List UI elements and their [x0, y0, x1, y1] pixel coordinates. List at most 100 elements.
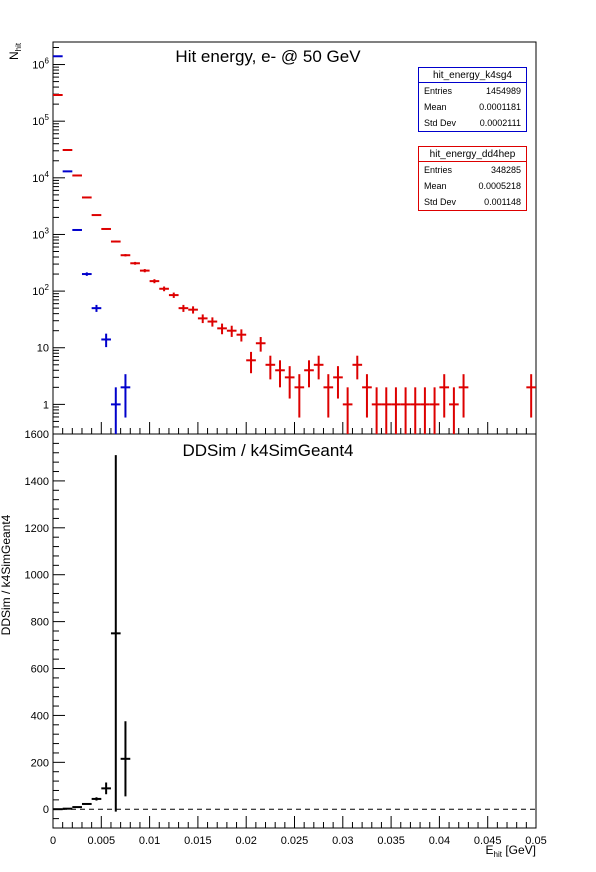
top-y-axis-label: Nhit — [7, 42, 23, 60]
top-y-tick-label: 102 — [32, 283, 49, 298]
data-point-hit_energy_dd4hep — [352, 355, 363, 380]
data-point-hit_energy_dd4hep — [149, 279, 160, 284]
data-point-hit_energy_dd4hep — [391, 387, 401, 434]
tick-base: 10 — [32, 116, 44, 128]
top-y-label-main: N — [7, 51, 21, 60]
data-point-hit_energy_dd4hep — [197, 314, 208, 324]
data-point-hit_energy_dd4hep — [130, 261, 140, 265]
bottom-y-tick-label: 600 — [31, 664, 49, 676]
x-tick-label: 0.02 — [235, 835, 256, 847]
data-point-hit_energy_k4sg4 — [81, 272, 92, 276]
data-point-hit_energy_dd4hep — [371, 387, 382, 434]
top-panel-title: Hit energy, e- @ 50 GeV — [175, 47, 361, 66]
ratio-point — [81, 802, 92, 805]
data-point-hit_energy_dd4hep — [81, 196, 92, 199]
tick-base: 10 — [32, 229, 44, 241]
data-point-hit_energy_k4sg4 — [91, 304, 102, 312]
x-tick-label: 0.035 — [377, 835, 405, 847]
data-point-hit_energy_dd4hep — [255, 337, 266, 352]
data-point-hit_energy_dd4hep — [217, 323, 227, 335]
tick-base: 10 — [32, 173, 44, 185]
data-point-hit_energy_dd4hep — [226, 325, 237, 337]
tick-exponent: 4 — [45, 170, 50, 179]
x-tick-label: 0.045 — [474, 835, 502, 847]
stats-row-stddev: Std Dev 0.001148 — [419, 194, 526, 210]
data-point-hit_energy_dd4hep — [342, 387, 353, 434]
stats-row-mean: Mean 0.0005218 — [419, 178, 526, 194]
tick-base: 10 — [32, 60, 44, 72]
bottom-y-tick-label: 200 — [31, 757, 49, 769]
top-y-label-sub: hit — [14, 42, 23, 51]
data-point-hit_energy_dd4hep — [110, 240, 121, 243]
stats-row-mean: Mean 0.0001181 — [419, 99, 526, 115]
data-layer — [53, 55, 536, 812]
x-axis-label: Ehit [GeV] — [486, 843, 536, 859]
data-point-hit_energy_dd4hep — [304, 360, 314, 388]
x-tick-label: 0.03 — [332, 835, 353, 847]
bottom-y-tick-label: 1400 — [25, 476, 49, 488]
stats-value: 0.0005218 — [478, 181, 521, 191]
data-point-hit_energy_dd4hep — [449, 387, 459, 434]
ratio-point — [91, 797, 102, 801]
bottom-y-tick-label: 0 — [43, 804, 49, 816]
stats-value: 0.001148 — [484, 197, 521, 207]
top-y-tick-label: 105 — [32, 113, 49, 128]
x-tick-label: 0.04 — [429, 835, 450, 847]
ratio-point — [101, 782, 111, 795]
data-point-hit_energy_dd4hep — [178, 304, 189, 312]
stats-title: hit_energy_dd4hep — [419, 147, 526, 162]
data-point-hit_energy_dd4hep — [458, 374, 469, 418]
data-point-hit_energy_dd4hep — [265, 355, 276, 380]
data-point-hit_energy_dd4hep — [333, 366, 343, 399]
data-point-hit_energy_dd4hep — [429, 387, 440, 434]
bottom-y-tick-label: 400 — [31, 710, 49, 722]
data-point-hit_energy_dd4hep — [120, 254, 131, 257]
data-point-hit_energy_dd4hep — [313, 355, 324, 380]
stats-value: 348285 — [490, 165, 521, 175]
data-point-hit_energy_k4sg4 — [101, 333, 111, 348]
stats-title: hit_energy_k4sg4 — [419, 68, 526, 83]
data-point-hit_energy_dd4hep — [323, 374, 334, 418]
x-label-unit: [GeV] — [502, 843, 536, 857]
x-label-main: E — [486, 843, 494, 857]
data-point-hit_energy_dd4hep — [246, 351, 256, 374]
tick-exponent: 3 — [45, 226, 50, 235]
bottom-y-tick-label: 800 — [31, 617, 49, 629]
bottom-y-tick-label: 1600 — [25, 429, 49, 441]
stats-label: Std Dev — [424, 197, 457, 207]
stats-box-dd4hep: hit_energy_dd4hep Entries 348285 Mean 0.… — [418, 146, 527, 211]
tick-exponent: 2 — [45, 283, 50, 292]
data-point-hit_energy_dd4hep — [284, 366, 295, 399]
tick-base: 10 — [32, 286, 44, 298]
x-tick-label: 0.015 — [184, 835, 212, 847]
data-point-hit_energy_dd4hep — [362, 374, 372, 418]
tick-exponent: 6 — [45, 57, 50, 66]
stats-box-k4sg4: hit_energy_k4sg4 Entries 1454989 Mean 0.… — [418, 67, 527, 132]
top-y-tick-label: 1 — [43, 399, 49, 411]
bottom-y-axis-label: DDSim / k4SimGeant4 — [0, 514, 13, 635]
data-point-hit_energy_dd4hep — [139, 269, 150, 273]
x-tick-label: 0 — [50, 835, 56, 847]
data-point-hit_energy_dd4hep — [526, 374, 536, 418]
data-point-hit_energy_dd4hep — [420, 387, 430, 434]
data-point-hit_energy_dd4hep — [439, 374, 450, 418]
data-point-hit_energy_k4sg4 — [72, 228, 82, 231]
data-point-hit_energy_dd4hep — [168, 292, 179, 298]
tick-exponent: 5 — [45, 113, 50, 122]
bottom-y-tick-label: 1200 — [25, 523, 49, 535]
x-label-sub: hit — [494, 850, 503, 859]
stats-row-entries: Entries 1454989 — [419, 83, 526, 99]
data-point-hit_energy_dd4hep — [410, 387, 421, 434]
data-point-hit_energy_k4sg4 — [120, 374, 131, 418]
x-tick-label: 0.025 — [281, 835, 309, 847]
stats-value: 0.0001181 — [479, 102, 521, 112]
x-tick-label: 0.01 — [139, 835, 160, 847]
data-point-hit_energy_dd4hep — [188, 306, 198, 314]
stats-value: 1454989 — [485, 86, 521, 96]
stats-label: Mean — [424, 102, 447, 112]
top-y-tick-label: 106 — [32, 57, 49, 72]
x-tick-label: 0.005 — [88, 835, 116, 847]
bottom-y-tick-label: 1000 — [25, 570, 49, 582]
